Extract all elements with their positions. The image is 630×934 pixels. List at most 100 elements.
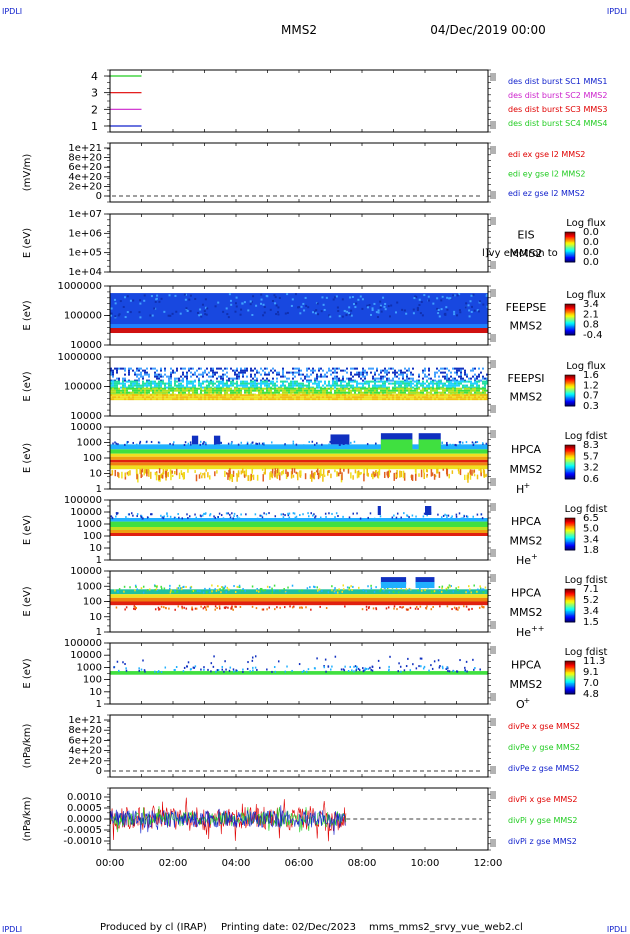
- hpca-pixel: [335, 512, 338, 515]
- feepsi-pixel: [374, 389, 376, 392]
- feepsi-pixel: [214, 398, 216, 401]
- feepsi-pixel: [140, 391, 142, 394]
- hpca-pixel: [135, 443, 138, 446]
- feepsi-pixel: [292, 377, 294, 380]
- colorbar-step: [565, 380, 575, 382]
- eis-ylabel: E (eV): [22, 228, 33, 258]
- feepsi-pixel: [234, 371, 236, 374]
- hpca-pixel: [386, 587, 389, 590]
- hpca-pixel: [134, 584, 137, 587]
- feepsi-pixel: [126, 380, 128, 383]
- feepsi-pixel: [210, 386, 212, 389]
- hpca-pixel: [432, 605, 434, 608]
- hpca-pixel: [160, 473, 163, 479]
- feepse-pixel: [373, 302, 376, 305]
- hpca-pixel: [160, 585, 162, 588]
- feepsi-pixel: [368, 394, 370, 397]
- feepsi-pixel: [148, 373, 150, 376]
- feepsi-pixel: [144, 384, 146, 387]
- feepsi-pixel: [132, 398, 134, 401]
- feepsi-pixel: [252, 396, 254, 399]
- feepsi-pixel: [192, 396, 194, 399]
- feepse-pixel: [206, 307, 209, 310]
- feepsi-pixel: [326, 389, 328, 392]
- hpca-pixel: [341, 472, 343, 481]
- feepsi-pixel: [320, 373, 322, 376]
- feepse-pixel: [260, 298, 263, 301]
- feepsi-pixel: [476, 398, 478, 401]
- feepsi-pixel: [252, 377, 254, 380]
- feepsi-pixel: [294, 394, 296, 397]
- feepsi-pixel: [476, 387, 478, 390]
- hpca-pixel: [127, 471, 130, 477]
- hpca-pixel: [463, 515, 465, 518]
- feepsi-pixel: [414, 387, 416, 390]
- colorbar-step: [565, 445, 575, 447]
- hpca-pixel: [484, 586, 487, 589]
- feepsi-pixel: [136, 387, 138, 390]
- des-dist-burst-legend-entry: des dist burst SC2 MMS2: [508, 91, 607, 100]
- hpca-pixel: [473, 442, 475, 445]
- feepsi-pixel: [174, 377, 176, 380]
- feepsi-pixel: [324, 389, 326, 392]
- hpca-pixel: [457, 608, 459, 611]
- feepsi-pixel: [246, 386, 248, 389]
- hpca-pixel: [317, 589, 319, 592]
- feepsi-pixel: [416, 386, 418, 389]
- hpca-pixel: [336, 589, 339, 592]
- hpca-he-cbar-tick: 5.0: [583, 524, 599, 535]
- hpca-band: [110, 521, 488, 527]
- feepsi-pixel: [234, 398, 236, 401]
- feepsi-pixel: [394, 380, 396, 383]
- feepsi-pixel: [344, 384, 346, 387]
- feepsi-pixel: [138, 379, 140, 382]
- feepsi-pixel: [482, 382, 484, 385]
- feepsi-pixel: [356, 394, 358, 397]
- hpca-pixel: [325, 670, 327, 673]
- feepsi-pixel: [308, 386, 310, 389]
- feepsi-pixel: [470, 386, 472, 389]
- hpca-pixel: [448, 584, 451, 587]
- hpca-pixel: [398, 662, 400, 665]
- feepsi-pixel: [168, 391, 170, 394]
- hpca-pixel: [238, 517, 241, 520]
- feepsi-pixel: [308, 375, 310, 378]
- hpca-pixel: [342, 515, 344, 518]
- feepsi-pixel: [416, 380, 418, 383]
- hpca-pixel: [361, 608, 364, 611]
- hpca-pixel: [384, 587, 386, 590]
- colorbar-step: [565, 538, 575, 540]
- feepsi-pixel: [454, 386, 456, 389]
- hpca-band: [110, 527, 488, 530]
- feepsi-pixel: [360, 398, 362, 401]
- feepsi-pixel: [170, 384, 172, 387]
- feepsi-pixel: [384, 391, 386, 394]
- feepsi-pixel: [456, 371, 458, 374]
- feepsi-pixel: [122, 389, 124, 392]
- hpca-pixel: [352, 475, 354, 480]
- hpca-pixel: [436, 468, 439, 474]
- hpca-pixel: [406, 514, 408, 517]
- hpca-h-cbar-title: Log fdist: [565, 431, 608, 442]
- feepsi-pixel: [358, 394, 360, 397]
- hpca-pixel: [379, 515, 382, 518]
- feepse-pixel: [401, 308, 404, 311]
- hpca-pixel: [204, 441, 207, 444]
- feepsi-pixel: [376, 384, 378, 387]
- colorbar-step: [565, 543, 575, 546]
- feepsi-pixel: [232, 389, 234, 392]
- feepsi-pixel: [328, 396, 330, 399]
- feepsi-pixel: [120, 398, 122, 401]
- hpca-pixel: [218, 512, 221, 515]
- feepsi-pixel: [442, 389, 444, 392]
- feepsi-pixel: [226, 389, 228, 392]
- hpca-pixel: [303, 444, 305, 447]
- feepse-pixel: [262, 314, 265, 317]
- hpca-pixel: [293, 512, 296, 515]
- feepsi-pixel: [182, 396, 184, 399]
- feepsi-pixel: [232, 398, 234, 401]
- feepsi-pixel: [172, 394, 174, 397]
- feepsi-pixel: [226, 382, 228, 385]
- hpca-pixel: [314, 516, 316, 519]
- feepsi-pixel: [246, 380, 248, 383]
